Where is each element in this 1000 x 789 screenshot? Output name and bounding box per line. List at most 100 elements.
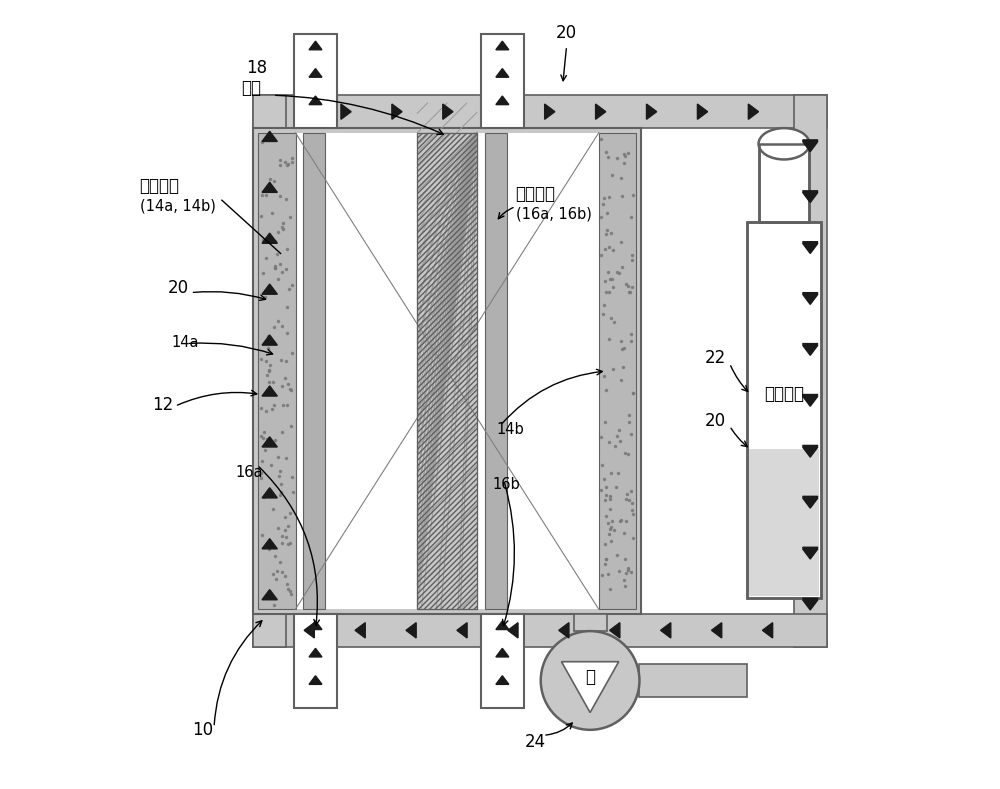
Polygon shape (748, 104, 759, 119)
Polygon shape (803, 496, 818, 507)
Text: 阳极: 阳极 (241, 79, 261, 97)
Polygon shape (262, 386, 277, 396)
Bar (294, 34, 337, 128)
Polygon shape (262, 335, 277, 345)
Text: (16a, 16b): (16a, 16b) (516, 206, 592, 221)
Polygon shape (309, 41, 322, 50)
Bar (759, 144, 809, 222)
Bar (294, 614, 337, 708)
Text: 22: 22 (705, 350, 726, 367)
Polygon shape (262, 233, 277, 243)
Bar (747, 222, 821, 598)
Text: 泵: 泵 (585, 667, 595, 686)
Polygon shape (457, 623, 467, 638)
Polygon shape (262, 589, 277, 600)
Polygon shape (309, 96, 322, 105)
Polygon shape (803, 598, 818, 608)
Polygon shape (262, 437, 277, 447)
Polygon shape (262, 284, 277, 294)
Polygon shape (262, 182, 277, 193)
Polygon shape (803, 140, 818, 150)
Polygon shape (355, 623, 365, 638)
Polygon shape (803, 498, 818, 508)
Bar (258, 133, 636, 609)
Text: 放电电极: 放电电极 (140, 177, 180, 195)
Polygon shape (697, 104, 708, 119)
Polygon shape (803, 446, 818, 455)
Polygon shape (803, 193, 818, 203)
Polygon shape (803, 293, 818, 303)
Bar (253, 95, 286, 647)
Bar (253, 614, 827, 647)
Text: 16a: 16a (236, 465, 263, 480)
Polygon shape (596, 104, 606, 119)
Polygon shape (661, 623, 671, 638)
Text: (14a, 14b): (14a, 14b) (140, 198, 215, 213)
Bar (639, 664, 747, 697)
Polygon shape (496, 621, 509, 630)
Bar (574, 614, 607, 631)
Polygon shape (803, 549, 818, 559)
Bar (253, 128, 641, 614)
Bar (417, 133, 477, 609)
Polygon shape (803, 243, 818, 253)
Polygon shape (803, 394, 818, 405)
Polygon shape (406, 623, 416, 638)
Bar (749, 450, 819, 596)
Polygon shape (803, 294, 818, 305)
Polygon shape (496, 96, 509, 105)
Polygon shape (803, 600, 818, 610)
Text: 20: 20 (556, 24, 577, 42)
Text: 18: 18 (247, 59, 268, 77)
Polygon shape (262, 539, 277, 549)
Bar (253, 95, 827, 128)
Polygon shape (496, 41, 509, 50)
Polygon shape (762, 623, 773, 638)
Bar (599, 133, 636, 609)
Polygon shape (443, 104, 453, 119)
Polygon shape (545, 104, 555, 119)
Polygon shape (262, 488, 277, 498)
Ellipse shape (759, 128, 809, 159)
Polygon shape (496, 69, 509, 77)
Polygon shape (712, 623, 722, 638)
Bar (481, 34, 524, 128)
Bar (759, 144, 809, 222)
Text: 20: 20 (705, 412, 726, 430)
Text: 16b: 16b (492, 477, 520, 492)
Text: 24: 24 (525, 733, 546, 751)
Polygon shape (309, 649, 322, 657)
Polygon shape (392, 104, 402, 119)
Polygon shape (803, 141, 818, 151)
Bar (417, 133, 477, 609)
Text: 14b: 14b (496, 421, 524, 436)
Text: 10: 10 (192, 721, 213, 739)
Polygon shape (559, 623, 569, 638)
Polygon shape (803, 191, 818, 201)
Text: 20: 20 (168, 279, 189, 297)
Polygon shape (496, 649, 509, 657)
Polygon shape (803, 241, 818, 252)
Bar (747, 222, 821, 598)
Polygon shape (610, 623, 620, 638)
Bar (303, 133, 325, 609)
Polygon shape (647, 104, 657, 119)
Polygon shape (508, 623, 518, 638)
Bar (481, 614, 524, 708)
Text: 电解液槽: 电解液槽 (764, 386, 804, 403)
Polygon shape (341, 104, 351, 119)
Polygon shape (803, 548, 818, 558)
Polygon shape (803, 447, 818, 457)
Polygon shape (309, 69, 322, 77)
Bar (417, 133, 477, 609)
Text: 12: 12 (152, 396, 174, 414)
Polygon shape (309, 621, 322, 630)
Bar (258, 133, 296, 609)
Polygon shape (262, 131, 277, 141)
Circle shape (541, 631, 639, 730)
Text: 充电电极: 充电电极 (516, 185, 556, 203)
Bar (794, 95, 827, 647)
Polygon shape (304, 623, 314, 638)
Polygon shape (803, 343, 818, 353)
Polygon shape (803, 396, 818, 406)
